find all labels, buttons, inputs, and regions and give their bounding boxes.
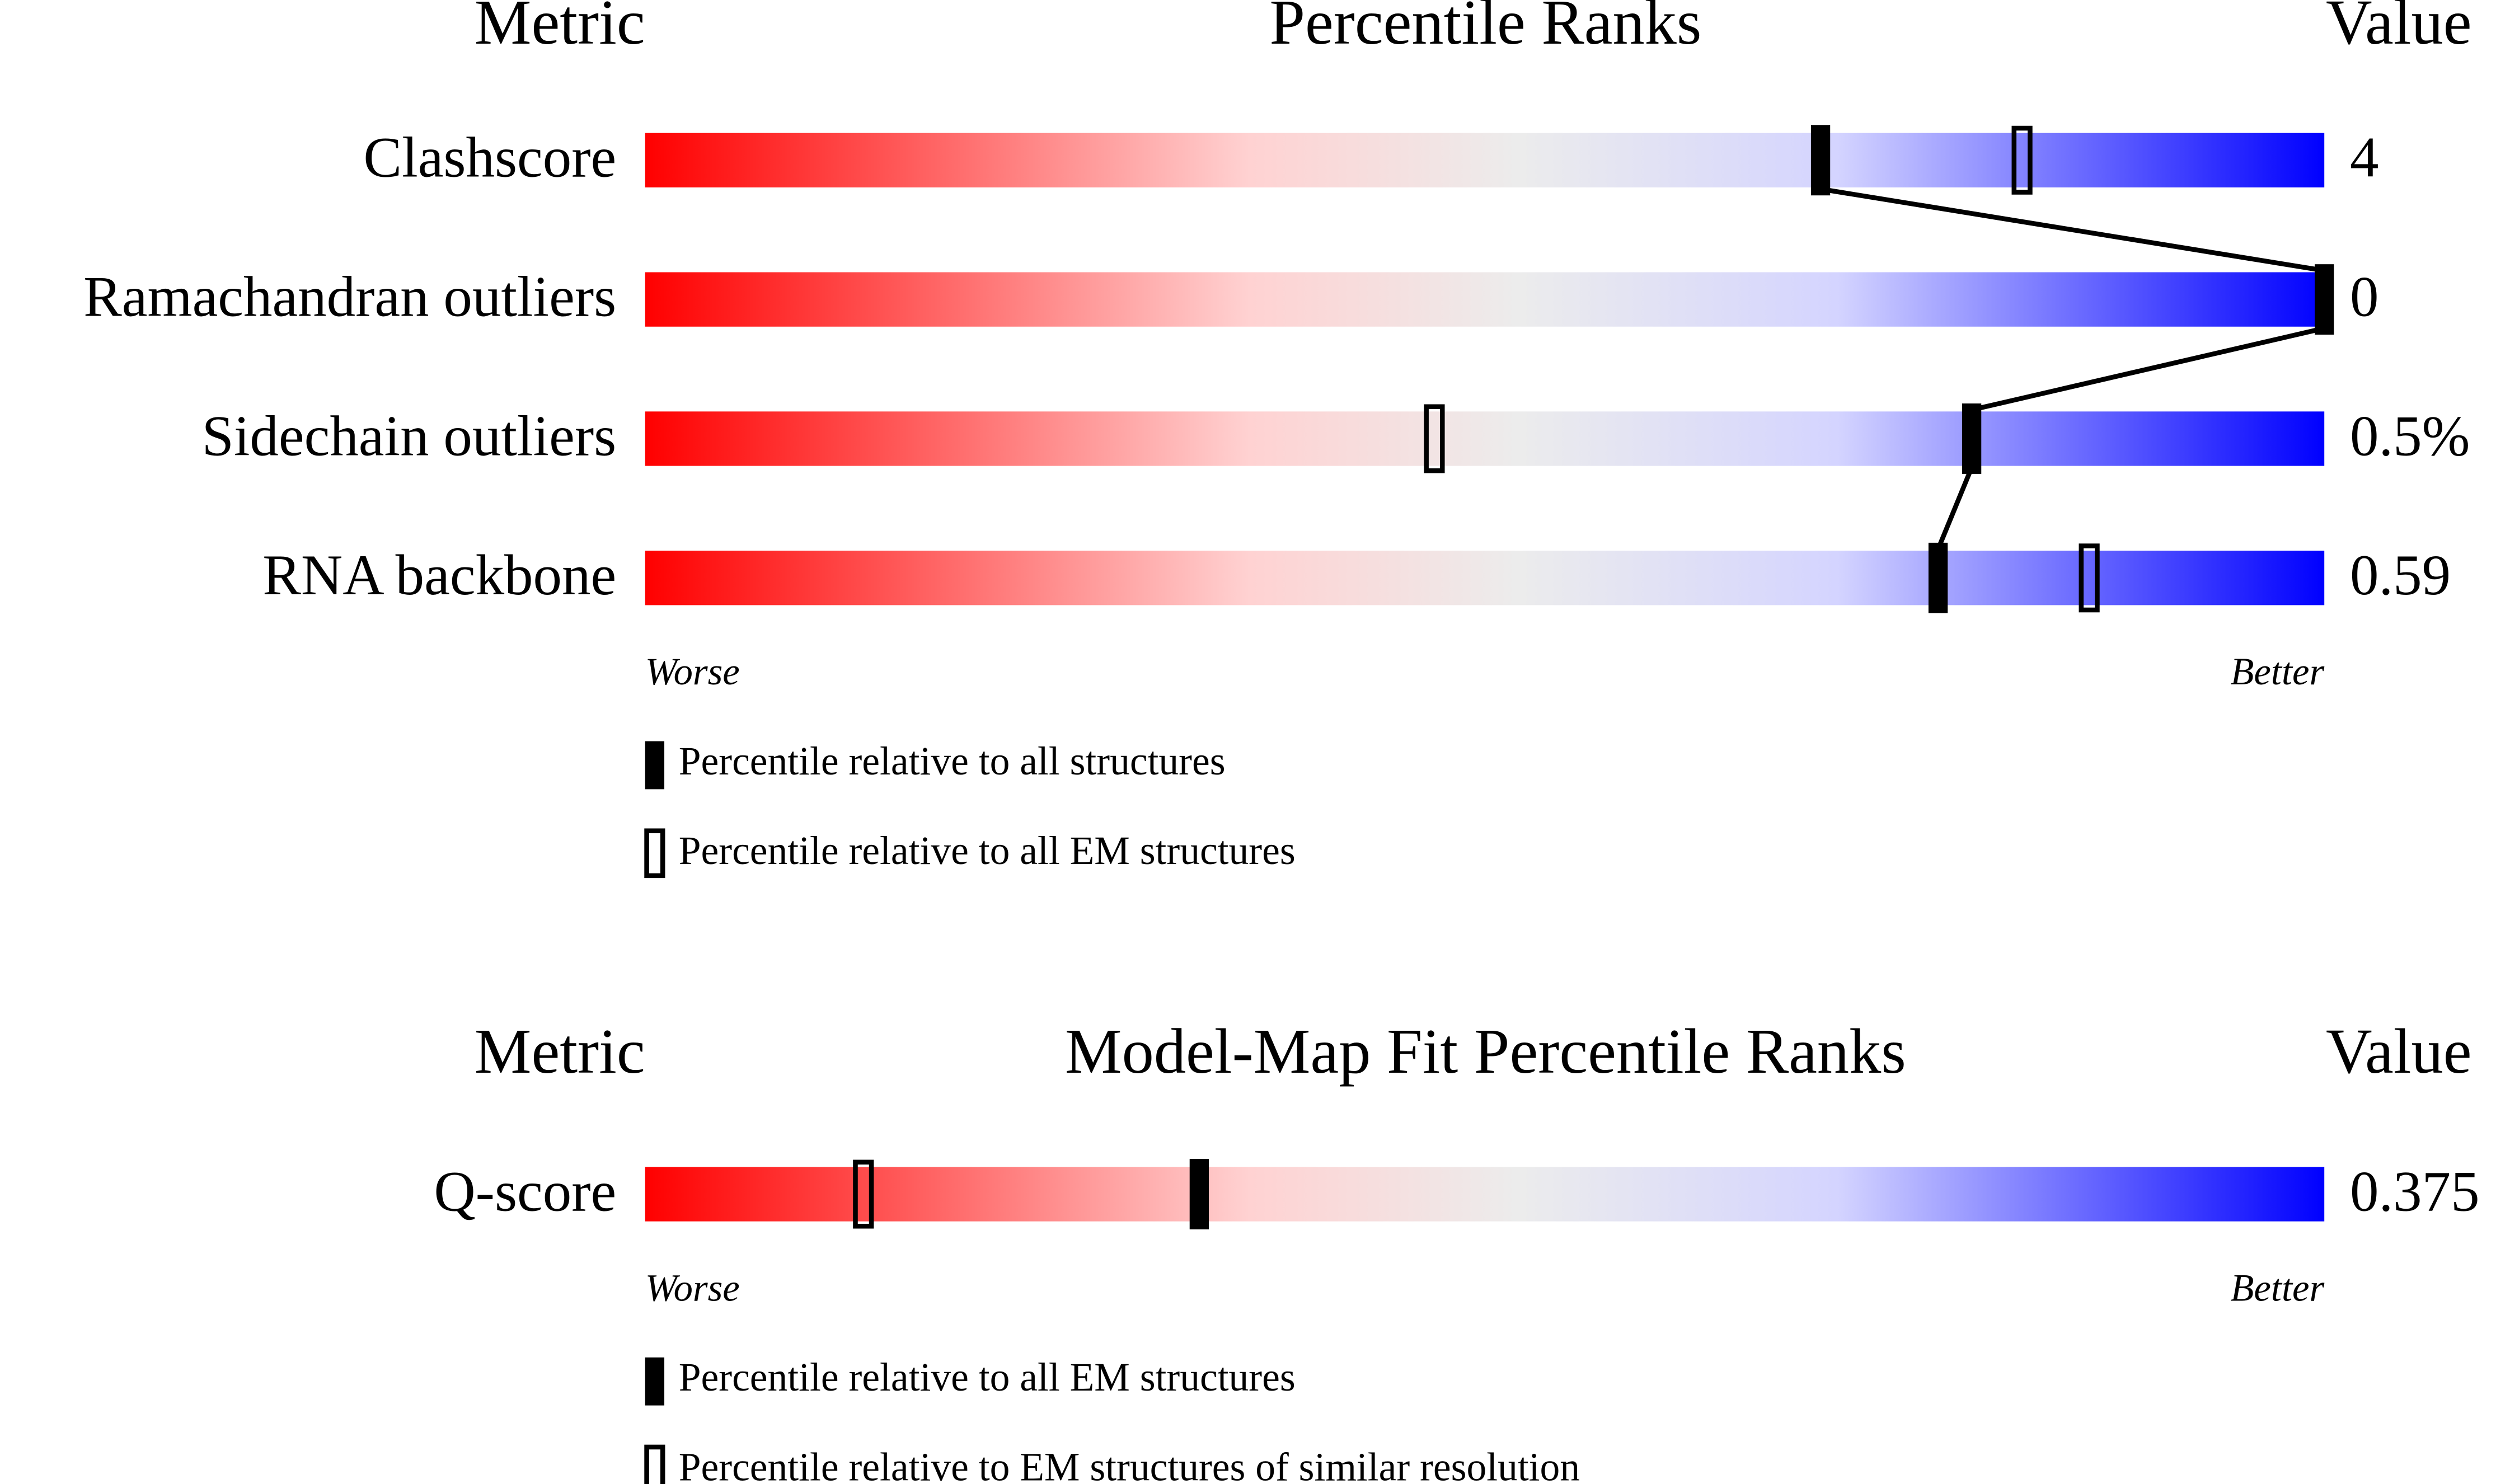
percentile-marker-open: [853, 1159, 874, 1229]
percentile-marker-open: [2079, 543, 2100, 613]
slider-bar: [645, 551, 2325, 605]
chart-title: Percentile Ranks: [1269, 0, 1701, 58]
value-header: Value: [2326, 1016, 2472, 1087]
legend-label: Percentile relative to all structures: [679, 739, 1226, 783]
percentile-marker-filled: [1810, 125, 1831, 196]
better-label: Better: [2231, 1266, 2325, 1309]
slider-bar: [645, 133, 2325, 187]
slider-bar: [645, 1167, 2325, 1222]
connector-line: [1936, 466, 1974, 550]
value-header: Value: [2326, 0, 2472, 58]
connector-line: [1820, 186, 2325, 273]
chart-title: Model-Map Fit Percentile Ranks: [1065, 1016, 1906, 1087]
legend-swatch: [645, 741, 665, 790]
metric-value: 0.5%: [2350, 404, 2470, 468]
metric-label: Ramachandran outliers: [83, 265, 616, 328]
percentile-marker-filled: [1962, 403, 1982, 474]
legend-swatch: [645, 1357, 665, 1406]
percentile-marker-open: [1424, 404, 1445, 473]
metric-value: 0.59: [2350, 543, 2451, 607]
better-label: Better: [2231, 650, 2325, 693]
metric-label: Q-score: [434, 1159, 616, 1223]
percentile-marker-filled: [1189, 1159, 1209, 1229]
metric-label: Clashscore: [363, 126, 616, 190]
metric-header: Metric: [475, 1016, 645, 1087]
percentile-marker-filled: [2315, 264, 2334, 335]
legend-label: Percentile relative to all EM structures: [679, 829, 1296, 873]
slider-bar: [645, 272, 2325, 327]
metric-value: 0.375: [2350, 1159, 2480, 1223]
connector-line: [1971, 326, 2325, 412]
percentile-marker-open: [2011, 125, 2033, 195]
percentile-marker-filled: [1928, 542, 1948, 613]
metric-label: Sidechain outliers: [202, 404, 617, 468]
worse-label: Worse: [645, 1266, 740, 1309]
legend-label: Percentile relative to all EM structures: [679, 1355, 1296, 1400]
worse-label: Worse: [645, 650, 740, 693]
slider-bar: [645, 411, 2325, 466]
metric-header: Metric: [475, 0, 645, 58]
legend-label: Percentile relative to EM structures of …: [679, 1445, 1580, 1484]
legend-swatch: [644, 828, 665, 879]
metric-value: 0: [2350, 265, 2378, 328]
legend-swatch: [644, 1444, 665, 1484]
metric-value: 4: [2350, 126, 2378, 190]
metric-label: RNA backbone: [262, 543, 616, 607]
